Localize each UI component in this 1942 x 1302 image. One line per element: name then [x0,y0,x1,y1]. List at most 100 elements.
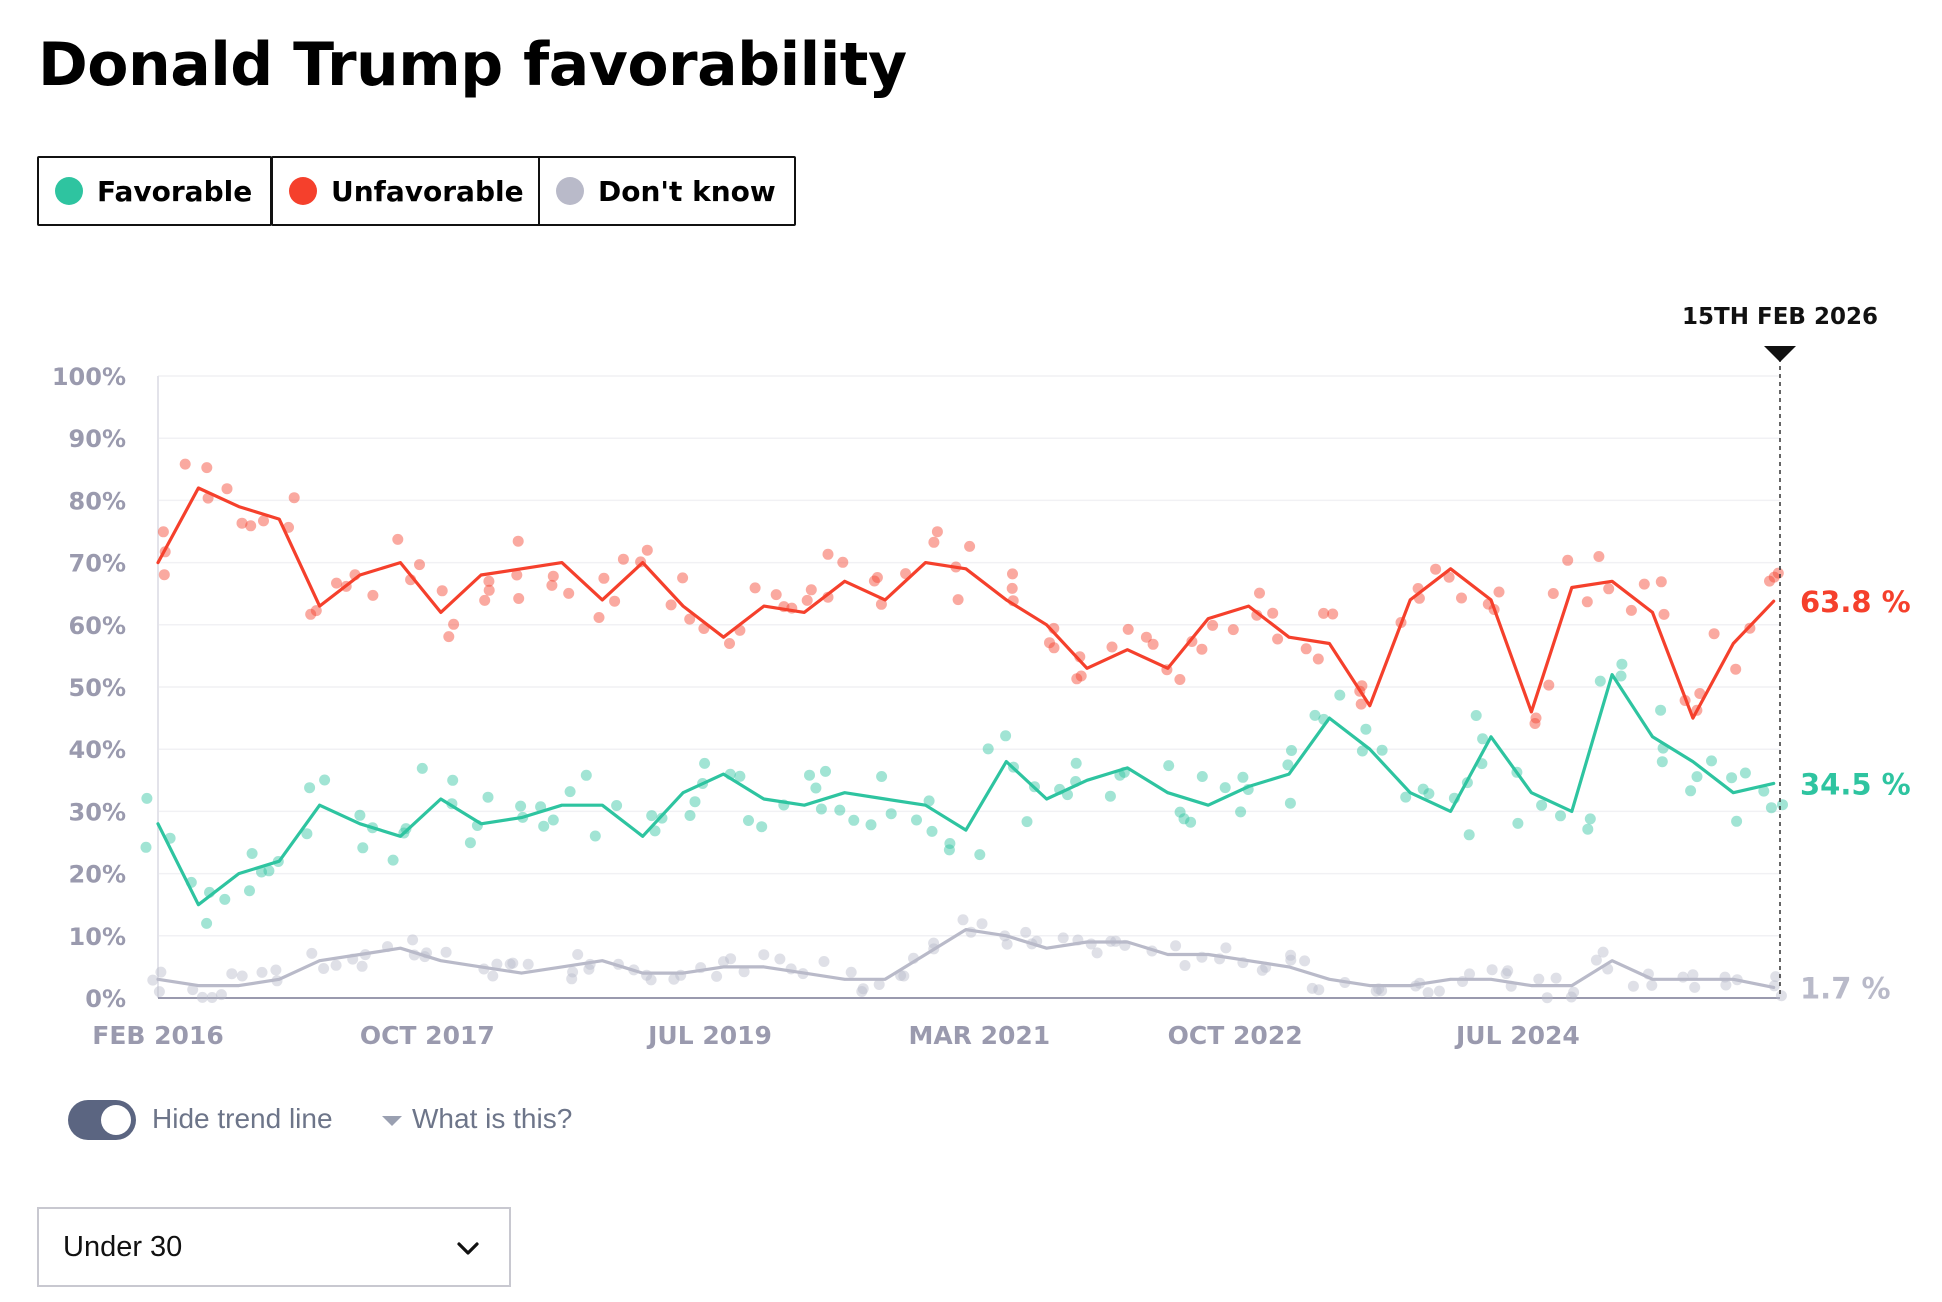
data-point [1048,642,1060,654]
data-point [1299,955,1311,967]
data-point [1256,964,1268,976]
data-point [1627,980,1639,992]
data-point [304,782,316,794]
data-point [236,517,248,529]
data-point [758,949,770,961]
data-point [1502,965,1514,977]
data-point [319,774,331,786]
what-is-this-label: What is this? [412,1103,573,1134]
data-point [157,526,169,538]
data-point [1536,799,1548,811]
data-point [868,575,880,587]
data-point [1147,638,1159,650]
age-group-select[interactable]: Under 30 [37,1207,511,1287]
data-point [699,757,711,769]
data-point [1656,756,1668,768]
what-is-this-link[interactable]: What is this? [382,1103,572,1135]
data-point [511,569,523,581]
data-point [1085,938,1097,950]
data-point [1267,607,1279,619]
data-point [1689,981,1701,993]
data-point [1568,986,1580,998]
x-tick-label: OCT 2022 [1168,1021,1303,1050]
data-point [1400,791,1412,803]
data-point [1312,653,1324,665]
data-point [1001,938,1013,950]
data-point [1770,971,1782,983]
data-point [1726,772,1738,784]
data-point [1178,813,1190,825]
data-point [656,812,668,824]
data-point [1282,759,1294,771]
data-point [301,828,313,840]
y-tick-label: 30% [69,798,126,826]
legend-favorable-button[interactable]: Favorable [37,156,273,226]
data-point [1376,744,1388,756]
toggle-knob [101,1105,131,1135]
data-point [1185,816,1197,828]
page-title: Donald Trump favorability [38,30,907,100]
data-point [1318,607,1330,619]
data-point [1706,755,1717,767]
data-point [1731,815,1743,827]
data-point [611,800,623,811]
data-point [1422,987,1434,999]
data-point [1529,718,1541,729]
data-point [330,959,342,971]
chart-svg: 0% 10% 20% 30% 40% 50% 60% 70% 80% 90% 100% FEB 201… [52,304,1911,1050]
data-point [407,934,419,946]
data-point [414,559,425,571]
y-tick-label: 40% [69,736,126,764]
data-point [774,953,786,965]
y-tick-label: 0% [85,985,126,1013]
series-line-unfavorable [156,486,1776,720]
data-point [926,825,938,837]
data-point [837,556,849,568]
data-point [689,796,701,808]
data-point [147,974,159,986]
data-point [801,594,813,606]
data-point [1306,982,1318,994]
data-point [306,947,318,959]
data-point [871,572,883,583]
data-point [258,515,269,527]
data-point [1565,991,1577,1003]
data-point [820,765,831,777]
data-point [566,973,578,985]
data-point [483,575,495,587]
data-point [196,991,208,1003]
legend-favorable-label: Favorable [97,174,253,208]
dont-know-dot-icon [556,177,584,205]
data-point [1286,745,1297,756]
data-point [668,973,680,985]
y-tick-label: 70% [69,550,126,578]
data-point [141,792,153,804]
data-point [1533,973,1545,985]
data-point [443,631,455,643]
data-point [357,842,369,854]
data-point [1463,829,1475,841]
data-point [738,966,750,978]
y-tick-label: 100% [52,363,126,391]
x-tick-label: FEB 2016 [92,1021,224,1050]
data-point [1163,760,1175,772]
data-point [547,814,559,826]
legend-dont-know-button[interactable]: Don't know [538,156,796,226]
data-point [810,782,822,794]
data-point [221,483,233,495]
hide-trend-line-toggle[interactable] [68,1100,136,1140]
data-point [1615,670,1627,682]
data-point [206,992,218,1003]
data-point [1285,949,1297,961]
data-point [598,572,610,584]
data-point [1251,609,1263,621]
data-point [848,814,860,826]
data-point [822,548,834,560]
data-point [1370,985,1382,997]
data-point [609,595,621,607]
data-point [1547,588,1559,599]
data-point [1470,710,1482,721]
data-point [464,837,476,849]
legend-unfavorable-button[interactable]: Unfavorable [271,156,544,226]
data-point [226,968,238,980]
